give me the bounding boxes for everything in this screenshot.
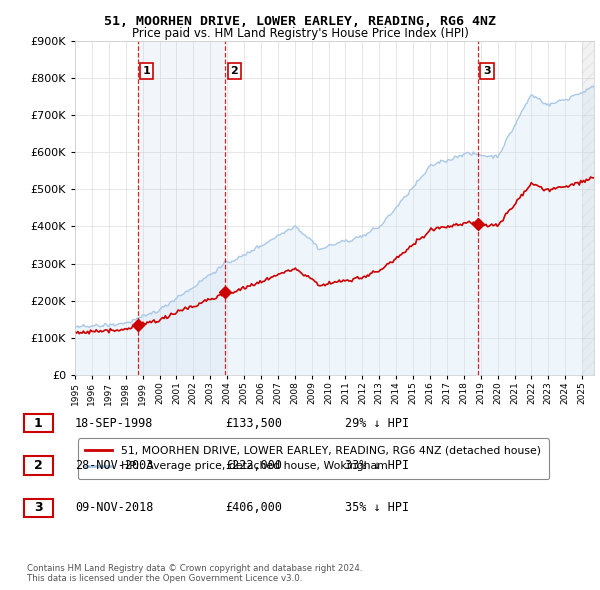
Text: Price paid vs. HM Land Registry's House Price Index (HPI): Price paid vs. HM Land Registry's House … [131,27,469,40]
Text: 1: 1 [143,66,151,76]
Bar [582,41,594,375]
Text: 09-NOV-2018: 09-NOV-2018 [75,502,154,514]
Text: 2: 2 [230,66,238,76]
Text: 3: 3 [34,502,43,514]
Text: 2: 2 [34,459,43,472]
Text: 18-SEP-1998: 18-SEP-1998 [75,417,154,430]
Text: 35% ↓ HPI: 35% ↓ HPI [345,502,409,514]
Bar [138,41,226,375]
Text: 3: 3 [483,66,491,76]
Legend: 51, MOORHEN DRIVE, LOWER EARLEY, READING, RG6 4NZ (detached house), HPI: Average: 51, MOORHEN DRIVE, LOWER EARLEY, READING… [78,438,549,479]
Text: 51, MOORHEN DRIVE, LOWER EARLEY, READING, RG6 4NZ: 51, MOORHEN DRIVE, LOWER EARLEY, READING… [104,15,496,28]
Text: £222,000: £222,000 [225,459,282,472]
Text: 28-NOV-2003: 28-NOV-2003 [75,459,154,472]
Text: 33% ↓ HPI: 33% ↓ HPI [345,459,409,472]
Text: Contains HM Land Registry data © Crown copyright and database right 2024.
This d: Contains HM Land Registry data © Crown c… [27,563,362,583]
Text: 29% ↓ HPI: 29% ↓ HPI [345,417,409,430]
Text: £406,000: £406,000 [225,502,282,514]
Text: 1: 1 [34,417,43,430]
Text: £133,500: £133,500 [225,417,282,430]
